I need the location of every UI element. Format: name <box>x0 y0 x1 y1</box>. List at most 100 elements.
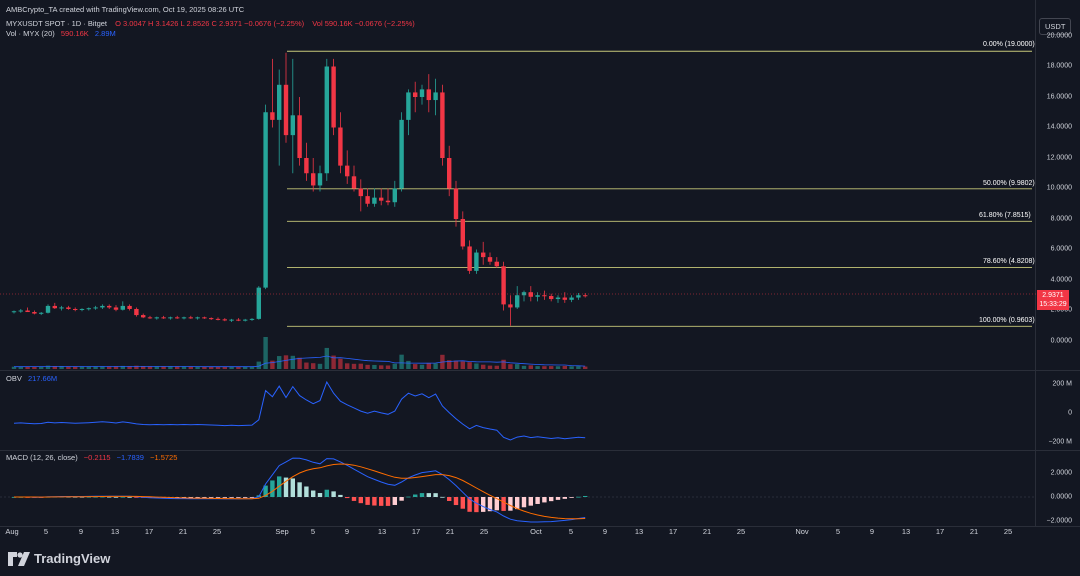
obv-line <box>13 380 586 441</box>
candle-body <box>481 252 486 258</box>
tradingview-logo[interactable]: TradingView <box>8 551 110 566</box>
candle-body <box>283 84 289 136</box>
macd-hist-bar <box>433 493 438 497</box>
candle-body <box>25 310 30 313</box>
macd-hist-bar <box>79 496 85 498</box>
time-tick: 9 <box>869 527 875 536</box>
time-tick: 5 <box>310 527 316 536</box>
volume-bar <box>134 365 139 369</box>
macd-hist-bar <box>195 497 200 498</box>
candle-body <box>32 312 37 314</box>
candle-body <box>528 292 533 297</box>
candle-body <box>453 188 459 219</box>
candle-body <box>467 246 472 271</box>
macd-hist-bar <box>86 496 91 498</box>
candle-body <box>45 305 51 313</box>
candle-body <box>113 307 119 310</box>
macd-hist-bar <box>419 493 425 497</box>
last-price-value: 2.9371 <box>1042 292 1064 299</box>
volume-bar <box>467 362 472 369</box>
candle-body <box>304 158 309 174</box>
macd-axis[interactable]: 2.0000 0.0000 −2.0000 <box>1036 0 1080 526</box>
candle-body <box>222 319 227 321</box>
price-axis[interactable]: 20.0000 18.0000 16.0000 14.0000 12.0000 … <box>1036 0 1080 370</box>
candle-body <box>311 173 316 186</box>
volume-bar <box>113 366 119 369</box>
macd-hist-bar <box>379 497 384 506</box>
candle-body <box>433 92 438 101</box>
symbol-title[interactable]: MYXUSDT SPOT · 1D · Bitget <box>6 19 107 28</box>
candle-body <box>474 252 479 271</box>
volume-bar <box>249 366 255 369</box>
macd-hist-bar <box>487 497 493 512</box>
macd-hist-bar <box>229 497 234 498</box>
signal-value: −1.5725 <box>150 453 178 462</box>
time-tick: 25 <box>736 527 746 536</box>
candle-body <box>100 305 105 308</box>
price-tick: 10.0000 <box>1046 184 1072 192</box>
candle-body <box>86 308 91 310</box>
volume-bar <box>39 366 44 369</box>
volume-bar <box>338 358 343 369</box>
volume-bar <box>508 364 513 369</box>
volume-bar <box>215 366 221 369</box>
macd-hist-bar <box>236 497 241 498</box>
bar-countdown: 15:33:29 <box>1039 301 1067 308</box>
volume-bar <box>188 366 193 369</box>
time-tick: 5 <box>568 527 574 536</box>
volume-bar <box>32 366 37 369</box>
time-tick: 13 <box>377 527 387 536</box>
volume-bar <box>107 366 112 369</box>
time-tick: 9 <box>602 527 608 536</box>
macd-hist-bar <box>93 496 98 498</box>
macd-hist-bar <box>549 497 554 502</box>
candle-body <box>209 318 214 320</box>
macd-hist-bar <box>508 497 513 511</box>
volume-bar <box>236 366 241 369</box>
macd-hist-bar <box>467 497 472 512</box>
volume-bar <box>283 355 289 369</box>
volume-bar <box>481 364 486 369</box>
candle-body <box>297 115 302 158</box>
macd-hist-bar <box>202 497 207 498</box>
obv-axis[interactable]: 200 M 0 −200 M <box>1036 0 1080 450</box>
candle-body <box>576 295 581 298</box>
volume-bar <box>501 359 506 369</box>
volume-bar <box>515 364 520 369</box>
volume-bar <box>181 366 187 369</box>
macd-hist-bar <box>528 497 533 506</box>
time-tick: 21 <box>702 527 712 536</box>
time-tick: 9 <box>344 527 350 536</box>
volume-bar <box>413 364 418 369</box>
candle-body <box>358 188 363 197</box>
candle-body <box>11 311 17 313</box>
symbol-info[interactable]: MYXUSDT SPOT · 1D · Bitget O 3.0047 H 3.… <box>6 19 415 28</box>
candle-body <box>583 295 588 297</box>
candles <box>11 52 588 326</box>
time-tick: 17 <box>935 527 945 536</box>
volume-legend[interactable]: Vol · MYX (20) 590.16K 2.89M <box>6 29 116 38</box>
candle-body <box>249 318 255 320</box>
candle-body <box>59 307 64 309</box>
vol-inline: Vol 590.16K −0.0676 (−2.25%) <box>312 19 415 28</box>
volume-bar <box>100 366 105 369</box>
price-chart[interactable] <box>0 0 1080 545</box>
price-tick: 2.0000 <box>1050 306 1072 314</box>
candle-body <box>256 287 261 319</box>
time-tick: 5 <box>43 527 49 536</box>
fib-retracement[interactable] <box>287 50 1032 327</box>
volume-bar <box>45 365 51 369</box>
volume-bar <box>202 366 207 369</box>
time-axis[interactable]: Aug 5 9 13 17 21 25 Sep 5 9 13 17 21 25 … <box>0 527 1036 541</box>
macd-legend[interactable]: MACD (12, 26, close) −0.2115 −1.7839 −1.… <box>6 453 177 462</box>
volume-bar <box>11 366 17 369</box>
candle-body <box>562 297 567 300</box>
candle-body <box>168 317 173 319</box>
currency-button[interactable]: USDT <box>1039 18 1072 35</box>
macd-hist-bar <box>494 497 499 511</box>
macd-tick: 0.0000 <box>1050 493 1072 501</box>
candle-body <box>460 219 465 247</box>
volume-bar <box>168 366 173 369</box>
obv-legend[interactable]: OBV 217.66M <box>6 374 57 383</box>
volume-bar <box>385 365 391 369</box>
